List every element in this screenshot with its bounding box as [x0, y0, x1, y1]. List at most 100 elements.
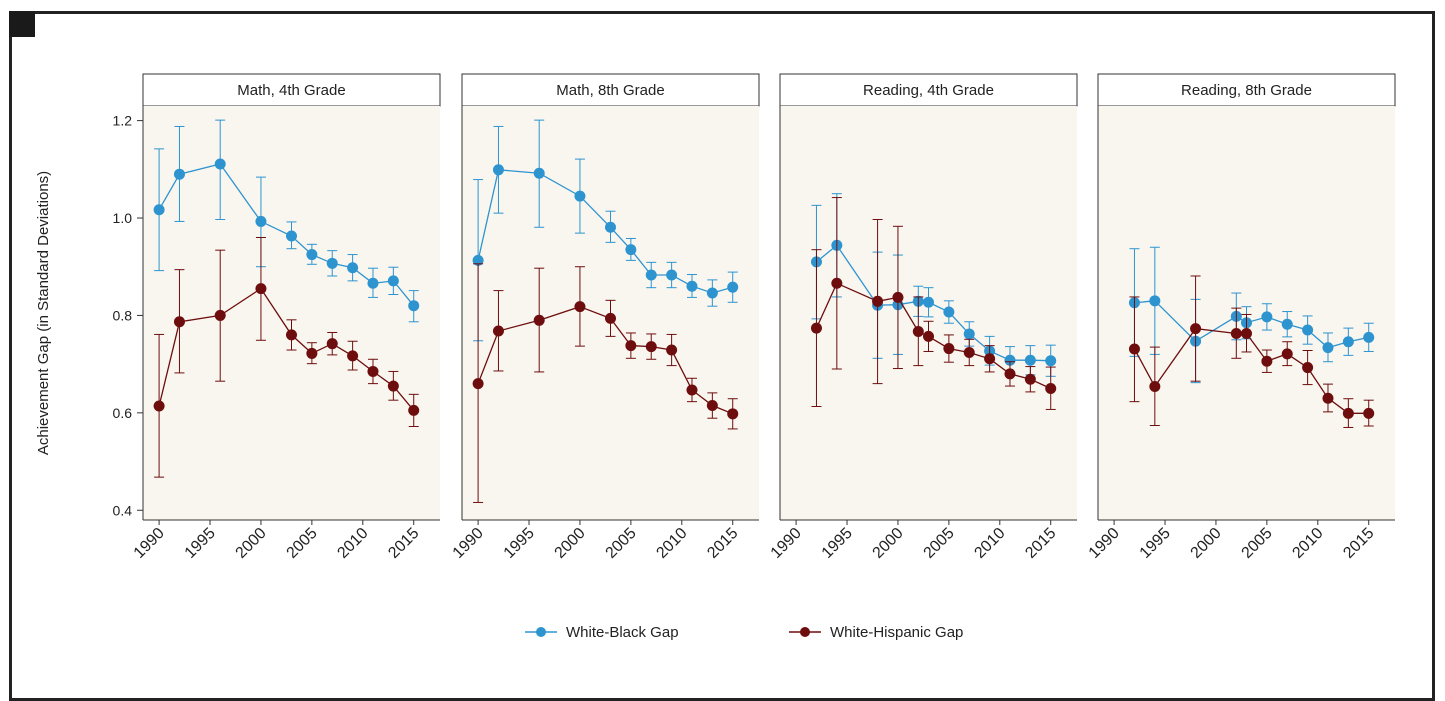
data-point — [923, 330, 934, 342]
x-tick-label: 2000 — [1188, 525, 1225, 562]
x-tick-label: 1995 — [819, 525, 856, 562]
x-tick-label: 2015 — [704, 525, 741, 562]
data-point — [686, 280, 698, 292]
x-tick-label: 2005 — [284, 525, 321, 562]
x-tick-label: 1990 — [131, 525, 168, 562]
data-point — [1230, 327, 1242, 339]
data-point — [1281, 318, 1293, 330]
legend: White-Black Gap White-Hispanic Gap — [0, 620, 1445, 644]
data-point — [1261, 311, 1273, 323]
data-point — [347, 350, 359, 362]
data-point — [892, 291, 904, 303]
x-tick-label: 1995 — [182, 525, 219, 562]
data-point — [1342, 336, 1354, 348]
data-point — [625, 244, 637, 256]
data-point — [153, 204, 165, 216]
data-point — [1149, 381, 1161, 393]
panel-math-4th-grade: Math, 4th Grade 1990 1995 2000 2005 2010 2015 — [131, 73, 441, 562]
series-white-hispanic-gap — [1128, 275, 1375, 428]
x-tick-label: 2010 — [1289, 525, 1326, 562]
data-point — [326, 257, 338, 269]
data-point — [645, 269, 657, 281]
data-point — [1004, 368, 1016, 380]
x-tick-label: 1990 — [450, 525, 487, 562]
y-tick-label: 0.6 — [113, 405, 133, 421]
data-point — [574, 190, 586, 202]
data-point — [408, 404, 420, 416]
legend-item-white-black: White-Black Gap — [524, 620, 679, 644]
panel-title: Reading, 4th Grade — [863, 82, 994, 99]
data-point — [1261, 355, 1273, 367]
data-point — [943, 343, 955, 355]
data-point — [1302, 324, 1314, 336]
data-point — [387, 380, 399, 392]
data-point — [173, 168, 185, 180]
data-point — [1024, 373, 1036, 385]
data-point — [666, 344, 678, 356]
corner-marker — [9, 11, 35, 37]
x-tick-label: 2010 — [971, 525, 1008, 562]
panel-title: Reading, 8th Grade — [1181, 82, 1312, 99]
data-point — [492, 325, 504, 337]
data-point — [472, 378, 484, 390]
series-white-black-gap — [472, 119, 739, 342]
data-point — [326, 338, 338, 350]
legend-label-white-black: White-Black Gap — [566, 623, 679, 641]
legend-label-white-hispanic: White-Hispanic Gap — [830, 623, 964, 641]
x-tick-label: 2015 — [1340, 525, 1377, 562]
data-point — [1149, 295, 1161, 307]
data-point — [706, 287, 718, 299]
data-point — [872, 295, 884, 307]
data-point — [306, 249, 318, 261]
data-point — [943, 306, 955, 318]
data-point — [1302, 362, 1314, 374]
data-point — [214, 158, 226, 170]
x-tick-label: 2005 — [603, 525, 640, 562]
data-point — [1342, 407, 1354, 419]
data-point — [810, 322, 822, 334]
data-point — [153, 400, 165, 412]
x-tick-label: 2015 — [385, 525, 422, 562]
data-point — [255, 283, 267, 295]
y-tick-label: 1.2 — [113, 113, 133, 129]
data-point — [1045, 382, 1057, 394]
data-point — [574, 301, 586, 313]
data-point — [1190, 323, 1202, 335]
panel-plot-area — [143, 106, 440, 520]
legend-item-white-hispanic: White-Hispanic Gap — [788, 620, 963, 644]
data-point — [727, 408, 739, 420]
y-axis-label: Achievement Gap (in Standard Deviations) — [35, 171, 52, 455]
data-point — [255, 215, 267, 227]
data-point — [286, 329, 297, 341]
x-tick-label: 2010 — [334, 525, 371, 562]
y-tick-label: 0.8 — [113, 307, 133, 323]
data-point — [923, 296, 934, 308]
legend-swatch-white-hispanic — [789, 627, 821, 637]
series-white-hispanic-gap — [810, 197, 1057, 410]
data-point — [1241, 327, 1252, 339]
data-point — [214, 309, 226, 321]
data-point — [347, 262, 359, 274]
data-point — [472, 254, 484, 266]
data-point — [686, 384, 698, 396]
data-point — [625, 340, 637, 352]
data-point — [286, 230, 297, 242]
x-tick-label: 1990 — [768, 525, 805, 562]
x-tick-label: 1995 — [501, 525, 538, 562]
data-point — [533, 314, 545, 326]
data-point — [727, 281, 739, 293]
panel-strip — [461, 73, 760, 107]
x-tick-label: 2005 — [1239, 525, 1276, 562]
x-tick-label: 1990 — [1086, 525, 1123, 562]
data-point — [706, 400, 718, 412]
x-tick-label: 2005 — [921, 525, 958, 562]
error-bar — [215, 119, 226, 220]
data-point — [367, 277, 379, 289]
panel-strip — [779, 73, 1078, 107]
y-tick-label: 0.4 — [113, 502, 133, 518]
x-tick-label: 2000 — [233, 525, 270, 562]
data-point — [1281, 348, 1293, 360]
data-point — [1128, 343, 1140, 355]
data-point — [492, 164, 504, 176]
data-point — [408, 300, 420, 312]
